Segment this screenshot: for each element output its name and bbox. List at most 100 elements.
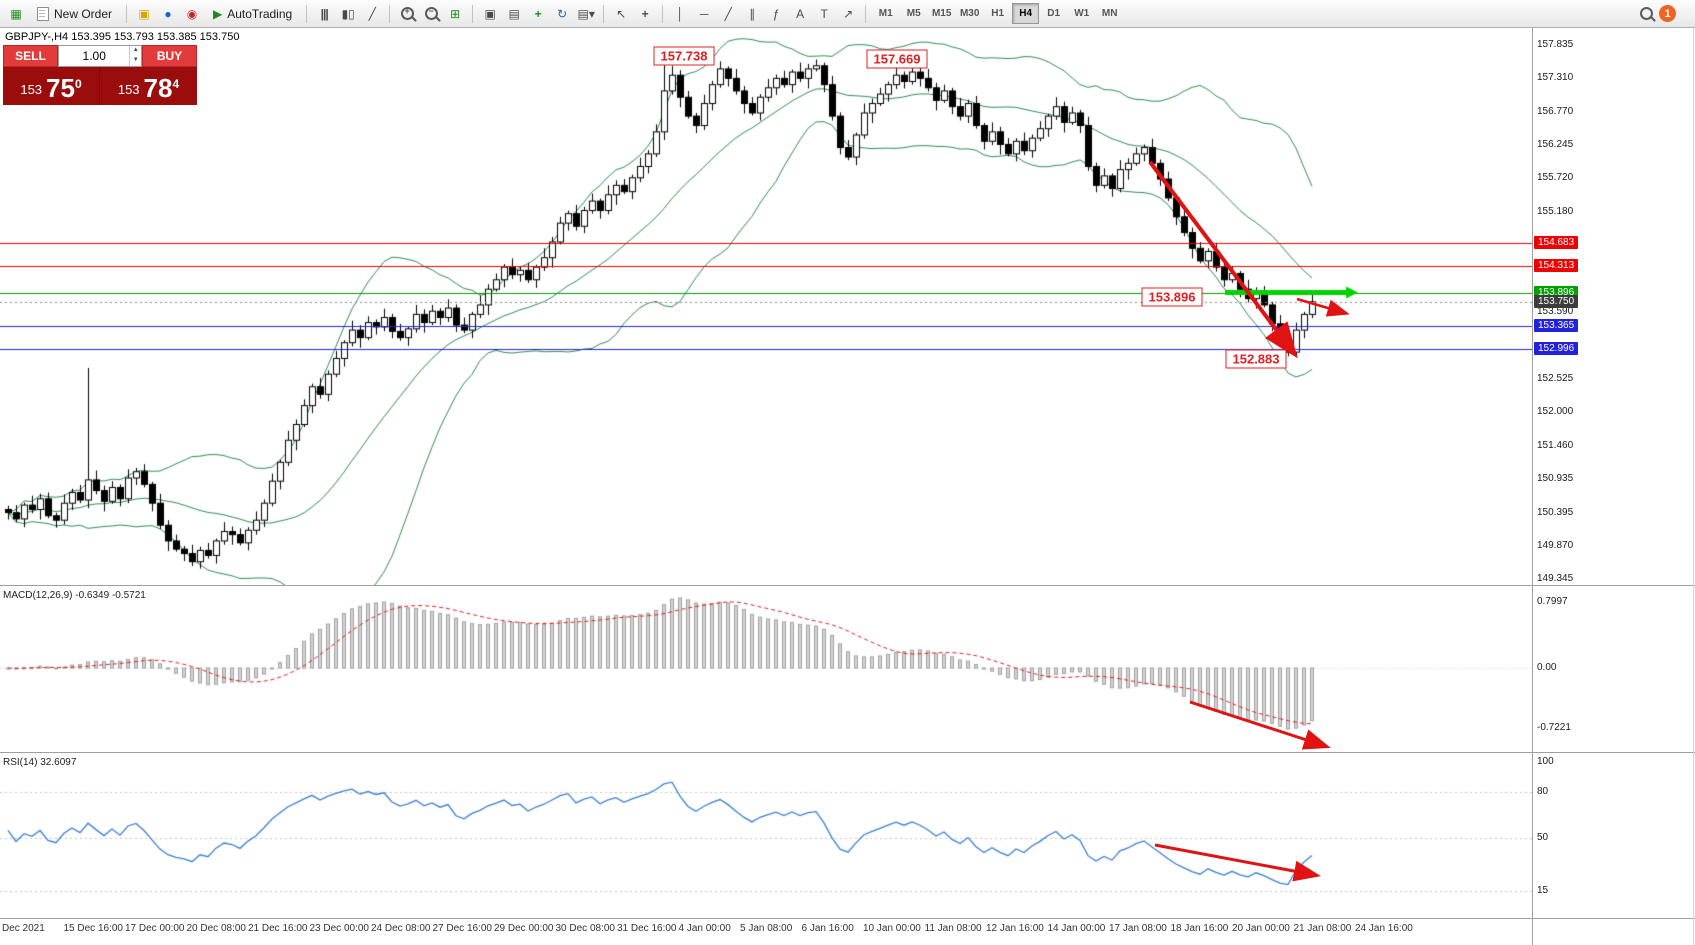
time-axis-label: 11 Jan 08:00	[924, 923, 982, 934]
volume-box: ▲ ▼	[58, 45, 142, 67]
period-cycle-icon[interactable]: ↻	[557, 6, 568, 21]
panel-separator[interactable]	[0, 752, 1695, 753]
timeframe-M5[interactable]: M5	[906, 8, 921, 19]
price-axis-label: 156.245	[1537, 138, 1574, 150]
buy-price-display[interactable]: 153 78 4	[100, 67, 197, 105]
line-chart-icon[interactable]: ╱	[368, 6, 376, 21]
timeframe-H1[interactable]: H1	[991, 8, 1005, 19]
timeframe-H4[interactable]: H4	[1012, 3, 1040, 24]
buy-price-big-figure: 153	[117, 82, 140, 97]
price-annotation-box[interactable]: 157.738	[653, 46, 715, 66]
price-chart-canvas[interactable]	[0, 28, 1532, 585]
macd-axis-label: -0.7221	[1537, 721, 1571, 733]
horizontal-line-icon[interactable]: ─	[699, 6, 709, 21]
cursor-icon[interactable]: ↖	[616, 6, 627, 21]
arrows-tool-icon[interactable]: ↗	[843, 6, 854, 21]
price-level-label: 152.996	[1534, 342, 1579, 356]
timeframe-W1[interactable]: W1	[1074, 8, 1090, 19]
timeframe-MN[interactable]: MN	[1101, 8, 1118, 19]
time-axis-label: 24 Jan 16:00	[1355, 923, 1413, 934]
channel-icon[interactable]: ∥	[749, 6, 756, 21]
templates-icon[interactable]: ▤▾	[577, 6, 595, 21]
time-axis-label: 24 Dec 08:00	[371, 923, 431, 934]
price-axis-label: 153.590	[1537, 305, 1574, 317]
buy-button[interactable]: BUY	[142, 45, 197, 67]
crosshair-icon[interactable]: +	[641, 6, 649, 21]
new-chart-icon[interactable]: ▦	[10, 6, 22, 21]
macd-indicator-label: MACD(12,26,9) -0.6349 -0.5721	[3, 590, 146, 601]
price-axis-label: 151.460	[1537, 439, 1574, 451]
price-axis-label: 155.180	[1537, 205, 1574, 217]
bar-chart-icon[interactable]: |||	[320, 6, 329, 21]
autotrading-button[interactable]: ▶ AutoTrading	[205, 3, 300, 25]
new-order-button[interactable]: New Order	[29, 3, 120, 25]
price-axis-label: 157.835	[1537, 38, 1574, 50]
rsi-axis-label: 15	[1537, 885, 1549, 897]
toolbar-separator	[865, 4, 867, 23]
time-axis-label: 4 Jan 00:00	[678, 923, 731, 934]
sell-price-display[interactable]: 153 75 0	[3, 67, 100, 105]
price-annotation-box[interactable]: 157.669	[866, 49, 928, 69]
indicators-icon[interactable]: +	[534, 6, 542, 21]
market-icon[interactable]: ◉	[186, 6, 198, 21]
rsi-panel-canvas[interactable]	[0, 754, 1532, 918]
search-icon[interactable]	[1635, 4, 1657, 24]
time-axis-label: 6 Jan 16:00	[801, 923, 854, 934]
macd-axis-label: 0.00	[1537, 662, 1557, 673]
notification-badge[interactable]: 1	[1659, 5, 1676, 22]
price-axis-label: 150.395	[1537, 506, 1574, 518]
arrange-windows-icon[interactable]: ▤	[508, 6, 520, 21]
price-axis-label: 157.310	[1537, 71, 1574, 83]
vertical-line-icon[interactable]: │	[676, 6, 684, 21]
current-price-label: 153.750	[1534, 294, 1579, 308]
timeframe-M1[interactable]: M1	[878, 8, 893, 19]
toolbar-separator	[472, 4, 474, 23]
rsi-axis-label: 100	[1537, 756, 1554, 767]
zoom-in-icon[interactable]: +	[396, 4, 418, 24]
price-axis-label: 155.720	[1537, 171, 1574, 183]
timeframe-D1[interactable]: D1	[1047, 8, 1061, 19]
zoom-out-icon[interactable]: −	[420, 4, 442, 24]
time-axis-label: 27 Dec 16:00	[432, 923, 493, 934]
price-axis-label: 152.525	[1537, 372, 1574, 384]
toolbar-separator	[389, 4, 391, 23]
volume-input[interactable]	[59, 46, 130, 66]
cascade-windows-icon[interactable]: ▣	[484, 6, 496, 21]
candlestick-chart-icon[interactable]: ▮▯	[341, 6, 355, 21]
fibonacci-icon[interactable]: ƒ	[772, 6, 780, 21]
toolbar-separator	[603, 4, 605, 23]
price-annotation-box[interactable]: 153.896	[1141, 287, 1203, 307]
rsi-axis-label: 50	[1537, 832, 1549, 843]
time-axis-label: 23 Dec 00:00	[309, 923, 370, 934]
alerts-icon[interactable]: ▣	[138, 6, 150, 21]
timeframe-M15[interactable]: M15	[931, 8, 952, 19]
price-axis-label: 149.345	[1537, 573, 1574, 585]
order-paper-icon	[37, 6, 49, 21]
tile-windows-icon[interactable]: ⊞	[450, 6, 461, 21]
panel-separator[interactable]	[0, 585, 1695, 586]
trendline-icon[interactable]: ╱	[724, 6, 732, 21]
text-icon[interactable]: A	[796, 6, 805, 21]
buy-price-point: 4	[172, 77, 180, 91]
rsi-indicator-label: RSI(14) 32.6097	[3, 757, 77, 768]
time-axis-label: 17 Jan 08:00	[1109, 923, 1167, 934]
volume-down-icon[interactable]: ▼	[132, 57, 139, 63]
price-axis-label: 150.935	[1537, 472, 1574, 484]
timeframe-M30[interactable]: M30	[959, 8, 980, 19]
time-axis-label: 29 Dec 00:00	[494, 923, 554, 934]
macd-panel-canvas[interactable]	[0, 587, 1532, 752]
autotrading-play-icon: ▶	[213, 6, 223, 21]
buy-price-pips: 78	[143, 73, 173, 103]
mailbox-icon[interactable]: ●	[164, 6, 172, 21]
time-axis-label: 10 Jan 00:00	[863, 923, 921, 934]
timeframe-group: M1 M5 M15 M30 H1 H4 D1 W1 MN	[872, 3, 1123, 24]
price-level-label: 154.683	[1534, 236, 1579, 250]
label-icon[interactable]: T	[820, 6, 828, 21]
volume-up-icon[interactable]: ▲	[132, 47, 139, 53]
main-toolbar: ▦ New Order ▣ ● ◉ ▶ AutoTrading ||| ▮▯ ╱…	[0, 0, 1695, 28]
rsi-axis-label: 80	[1537, 786, 1549, 798]
sell-button[interactable]: SELL	[3, 45, 58, 67]
price-annotation-box[interactable]: 152.883	[1225, 349, 1287, 369]
volume-stepper[interactable]: ▲ ▼	[129, 46, 141, 66]
time-axis-label: 20 Jan 00:00	[1232, 923, 1290, 934]
